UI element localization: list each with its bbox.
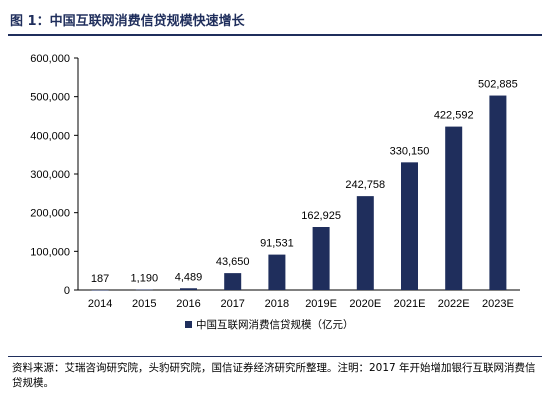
y-tick-label: 600,000 xyxy=(30,53,70,65)
data-label-2023E: 502,885 xyxy=(478,79,518,91)
x-tick-label-2014: 2014 xyxy=(88,298,112,310)
data-label-2020E: 242,758 xyxy=(345,179,385,191)
data-label-2018: 91,531 xyxy=(260,238,294,250)
data-label-2019E: 162,925 xyxy=(301,210,341,222)
y-tick-label: 0 xyxy=(64,285,70,297)
x-tick-label-2019E: 2019E xyxy=(305,298,337,310)
y-tick-label: 300,000 xyxy=(30,169,70,181)
bar-2018 xyxy=(268,254,286,290)
x-tick-label-2022E: 2022E xyxy=(438,298,470,310)
y-tick-label: 500,000 xyxy=(30,92,70,104)
x-tick-label-2021E: 2021E xyxy=(394,298,426,310)
bar-2021E xyxy=(401,162,418,290)
data-labels: 187 1,190 4,489 43,650 91,531 162,925 242,758 3… xyxy=(91,79,518,285)
y-tick-label: 400,000 xyxy=(30,130,70,142)
data-label-2016: 4,489 xyxy=(175,271,203,283)
title-rule xyxy=(8,34,542,36)
bar-2015 xyxy=(135,289,153,291)
x-tick-label-2015: 2015 xyxy=(132,298,156,310)
y-axis: 0 100,000 200,000 300,000 400,000 500,000 600,… xyxy=(30,53,79,297)
data-label-2014: 187 xyxy=(91,273,109,285)
bar-2020E xyxy=(356,196,374,290)
figure-title: 图 1：中国互联网消费信贷规模快速增长 xyxy=(10,14,245,29)
source-note: 资料来源：艾瑞咨询研究院，头豹研究院，国信证券经济研究所整理。注明：2017 年… xyxy=(12,362,536,389)
data-label-2017: 43,650 xyxy=(216,256,250,268)
bar-2016 xyxy=(180,288,197,290)
x-tick-label-2020E: 2020E xyxy=(349,298,381,310)
x-tick-label-2023E: 2023E xyxy=(482,298,514,310)
x-tick-label-2018: 2018 xyxy=(265,298,289,310)
x-tick-label-2017: 2017 xyxy=(220,298,244,310)
y-tick-label: 200,000 xyxy=(30,208,70,220)
x-tick-label-2016: 2016 xyxy=(176,298,200,310)
data-label-2021E: 330,150 xyxy=(390,145,430,157)
y-tick-label: 100,000 xyxy=(30,246,70,258)
bar-2014 xyxy=(91,289,109,291)
bar-2022E xyxy=(445,126,463,290)
legend-label: 中国互联网消费信贷规模（亿元） xyxy=(196,318,354,331)
bar-2023E xyxy=(489,95,507,290)
bar-2017 xyxy=(224,273,242,290)
bar-series xyxy=(91,95,507,291)
legend: 中国互联网消费信贷规模（亿元） xyxy=(185,318,354,331)
legend-swatch xyxy=(185,321,192,328)
source-rule xyxy=(8,356,542,357)
x-axis: 2014 2015 2016 2017 2018 2019E 2020E 2021E 2022E… xyxy=(78,289,520,310)
bar-2019E xyxy=(312,227,330,290)
data-label-2015: 1,190 xyxy=(131,273,159,285)
data-label-2022E: 422,592 xyxy=(434,110,474,122)
